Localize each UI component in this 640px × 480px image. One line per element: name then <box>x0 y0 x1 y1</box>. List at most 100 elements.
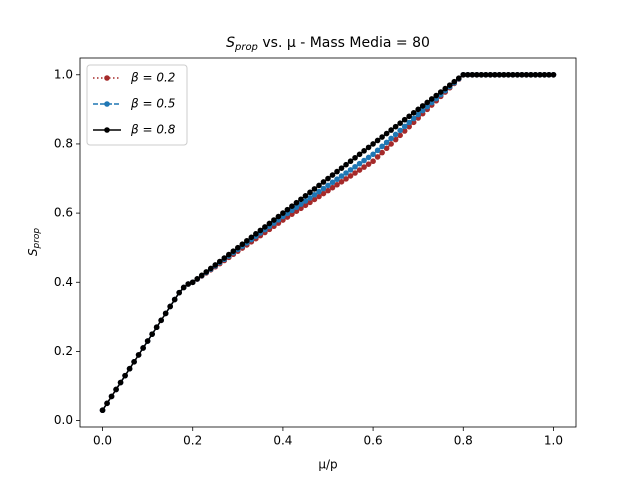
data-point <box>248 234 255 241</box>
data-point <box>370 151 376 158</box>
data-point <box>487 71 494 78</box>
data-point <box>271 217 277 223</box>
x-tick-label: 0.6 <box>364 434 383 448</box>
data-point <box>325 175 331 182</box>
data-point <box>478 71 485 78</box>
data-point <box>104 400 110 407</box>
data-point <box>329 184 336 191</box>
data-point <box>451 78 458 85</box>
data-point <box>437 89 444 95</box>
data-point <box>343 161 349 168</box>
data-point <box>135 352 142 358</box>
x-tick-label: 0.4 <box>273 434 292 448</box>
data-point <box>293 199 300 206</box>
data-point <box>433 92 440 99</box>
data-point <box>361 157 367 164</box>
data-point <box>144 338 151 344</box>
data-point <box>356 167 363 173</box>
data-point <box>320 190 327 197</box>
data-point <box>253 231 259 237</box>
data-point <box>501 71 507 78</box>
data-point <box>216 258 223 265</box>
data-point <box>469 71 476 78</box>
data-point <box>320 179 327 185</box>
data-point <box>415 106 421 113</box>
data-point <box>397 120 403 126</box>
y-tick-label: 1.0 <box>54 67 73 81</box>
data-point <box>203 269 210 275</box>
data-point <box>298 205 304 212</box>
data-point <box>383 130 390 137</box>
data-point <box>302 198 309 204</box>
data-point <box>298 201 304 207</box>
legend-label: β = 0.2 <box>130 71 175 85</box>
data-point <box>194 276 201 282</box>
data-point <box>320 185 327 192</box>
data-point <box>113 386 119 393</box>
data-point <box>316 193 322 200</box>
data-point <box>410 110 417 116</box>
data-point <box>343 176 349 182</box>
data-point <box>410 115 417 122</box>
data-point <box>284 206 291 213</box>
data-point <box>406 119 412 126</box>
data-point <box>153 324 160 331</box>
y-tick-label: 0.8 <box>54 136 73 150</box>
data-point <box>374 154 381 160</box>
y-tick-label: 0.6 <box>54 206 73 220</box>
data-point <box>176 289 182 296</box>
data-point <box>510 71 516 78</box>
title-subscript: prop <box>234 42 258 53</box>
data-point <box>140 345 146 351</box>
data-point <box>207 265 214 272</box>
data-point <box>537 71 543 78</box>
data-point <box>474 71 480 78</box>
data-point <box>383 145 390 152</box>
data-point <box>546 71 552 78</box>
data-point <box>257 227 264 234</box>
data-point <box>397 127 403 134</box>
x-tick-label: 1.0 <box>544 434 563 448</box>
y-tick-label: 0.2 <box>54 344 73 358</box>
data-point <box>424 103 431 110</box>
data-point <box>374 137 381 144</box>
chart-title: Sprop vs. μ - Mass Media = 80 <box>226 35 430 53</box>
data-point <box>149 331 155 337</box>
data-point <box>167 303 173 310</box>
data-point <box>428 96 435 102</box>
data-point <box>455 75 462 82</box>
data-point <box>122 372 128 379</box>
data-point <box>338 165 345 171</box>
data-point <box>158 317 164 324</box>
data-point <box>361 164 367 170</box>
data-point <box>198 272 205 279</box>
data-point <box>289 203 295 209</box>
data-point <box>352 163 358 170</box>
data-point <box>334 176 340 183</box>
data-point <box>99 407 106 414</box>
data-point <box>374 147 381 154</box>
data-point <box>347 173 354 179</box>
data-point <box>415 111 421 118</box>
data-point <box>293 208 300 215</box>
data-point <box>329 179 336 186</box>
data-point <box>370 141 376 147</box>
x-tick-label: 0.8 <box>454 434 473 448</box>
x-axis-label: μ/p <box>318 458 337 472</box>
data-point <box>325 182 331 189</box>
data-point <box>464 71 471 78</box>
title-part: vs. μ - Mass Media = 80 <box>258 35 430 51</box>
data-point <box>302 202 309 209</box>
y-tick-label: 0.4 <box>54 275 73 289</box>
data-point <box>519 71 525 78</box>
data-point <box>131 359 137 365</box>
data-point <box>550 71 557 78</box>
data-point <box>460 71 467 78</box>
data-point <box>311 196 318 203</box>
data-point <box>356 151 363 158</box>
data-point <box>316 188 322 195</box>
data-point <box>338 173 345 179</box>
data-point <box>532 71 539 78</box>
data-point <box>424 99 431 106</box>
